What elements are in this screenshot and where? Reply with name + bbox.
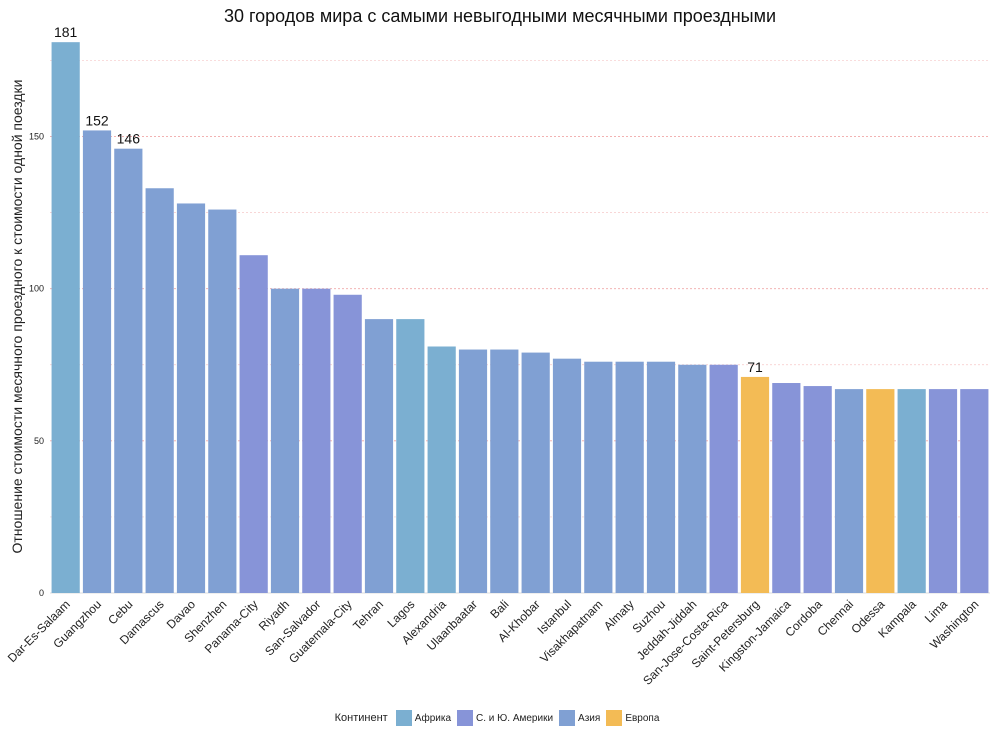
bar: [709, 364, 738, 593]
x-tick-label: Bali: [487, 597, 511, 621]
chart-title: 30 городов мира с самыми невыгодными мес…: [223, 6, 777, 26]
bar: [458, 349, 488, 593]
bar: [333, 294, 362, 593]
bar: [584, 361, 613, 593]
bar: [521, 352, 550, 593]
bar: [678, 364, 707, 593]
y-tick-label: 0: [39, 588, 44, 598]
bar: [270, 288, 300, 593]
legend-item-africa: Африка: [395, 710, 452, 726]
bar: [114, 148, 143, 593]
y-tick-label: 50: [34, 436, 44, 446]
data-label: 146: [117, 131, 141, 147]
bar: [145, 188, 174, 593]
bar: [82, 130, 112, 593]
legend-label-africa: Африка: [414, 712, 452, 724]
bar: [866, 389, 895, 593]
bar: [51, 42, 80, 593]
data-label: 71: [747, 359, 763, 375]
data-label: 152: [85, 112, 109, 128]
legend-title: Континент: [334, 712, 388, 724]
bar: [772, 383, 801, 593]
bar: [239, 255, 268, 593]
bar: [490, 349, 519, 593]
y-tick-label: 150: [29, 132, 44, 142]
bar: [834, 389, 864, 593]
bar: [396, 319, 425, 593]
bar: [646, 361, 676, 593]
bar: [740, 376, 770, 593]
bar: [615, 361, 644, 593]
legend: Континент Африка С. и Ю. Америки Азия Ев…: [0, 710, 1000, 726]
bar: [928, 389, 958, 593]
legend-item-europe: Европа: [606, 710, 659, 726]
bar: [552, 358, 582, 593]
y-axis-label: Отношение стоимости месячного проездного…: [9, 80, 25, 554]
legend-item-americas: С. и Ю. Америки: [457, 710, 553, 726]
bar: [427, 346, 456, 593]
data-label: 181: [54, 24, 78, 40]
x-tick-label: Tehran: [350, 597, 386, 633]
legend-swatch-asia: [559, 710, 576, 726]
y-tick-label: 100: [29, 284, 44, 294]
legend-label-europe: Европа: [625, 712, 660, 724]
bar: [208, 209, 237, 594]
legend-swatch-africa: [395, 710, 412, 726]
legend-label-asia: Азия: [578, 712, 601, 724]
bar: [897, 389, 926, 593]
bar: [364, 319, 394, 593]
bar: [960, 389, 989, 593]
legend-item-asia: Азия: [559, 710, 600, 726]
x-tick-label: Lima: [922, 597, 951, 626]
legend-swatch-europe: [606, 710, 623, 726]
legend-swatch-americas: [457, 710, 474, 726]
bar: [302, 288, 331, 593]
bar: [176, 203, 206, 594]
bar: [803, 386, 832, 593]
legend-label-americas: С. и Ю. Америки: [476, 712, 554, 724]
